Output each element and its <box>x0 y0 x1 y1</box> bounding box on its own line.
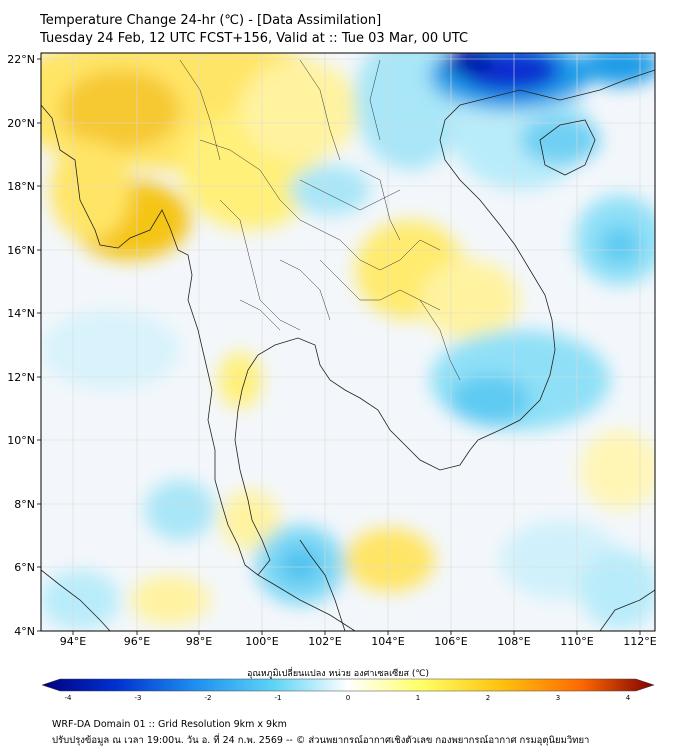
colorbar-tick-label: -2 <box>205 694 212 702</box>
lon-tick-label: 104°E <box>371 635 404 648</box>
lon-tick-label: 106°E <box>434 635 467 648</box>
colorbar-tick-label: 4 <box>626 694 631 702</box>
colorbar-bar <box>41 678 655 692</box>
colorbar-tick-label: 0 <box>346 694 350 702</box>
colorbar: -4 -3 -2 -1 0 1 2 3 4 <box>41 678 655 702</box>
colorbar-tick-label: -4 <box>65 694 73 702</box>
lon-tick-label: 108°E <box>497 635 530 648</box>
colorbar-ticks: -4 -3 -2 -1 0 1 2 3 4 <box>65 694 631 702</box>
lon-tick-label: 100°E <box>245 635 278 648</box>
map-frame <box>40 52 656 632</box>
footer-model-info: WRF-DA Domain 01 :: Grid Resolution 9km … <box>52 719 287 730</box>
lat-tick-label: 6°N <box>14 561 35 574</box>
colorbar-tick-label: -3 <box>135 694 142 702</box>
latitude-axis: 22°N 20°N 18°N 16°N 14°N 12°N 10°N 8°N 6°N 4°N <box>7 53 41 638</box>
map-title: Temperature Change 24-hr (℃) - [Data Ass… <box>40 13 382 28</box>
lon-tick-label: 94°E <box>60 635 86 648</box>
lat-tick-label: 14°N <box>7 307 35 320</box>
footer-update-info: ปรับปรุงข้อมูล ณ เวลา 19:00น. วัน อ. ที่… <box>52 735 590 746</box>
lat-tick-label: 10°N <box>7 434 35 447</box>
lat-tick-label: 12°N <box>7 371 35 384</box>
colorbar-tick-label: -1 <box>275 694 282 702</box>
colorbar-label: อุณหภูมิเปลี่ยนแปลง หน่วย องศาเซลเซียส (… <box>246 669 430 679</box>
lon-tick-label: 102°E <box>308 635 341 648</box>
lat-tick-label: 4°N <box>14 625 35 638</box>
provincial-borders <box>179 59 461 381</box>
lat-tick-label: 20°N <box>7 117 35 130</box>
lon-tick-label: 112°E <box>623 635 656 648</box>
map-subtitle: Tuesday 24 Feb, 12 UTC FCST+156, Valid a… <box>40 31 469 46</box>
graticule <box>41 53 655 631</box>
lat-tick-label: 8°N <box>14 498 35 511</box>
lat-tick-label: 18°N <box>7 180 35 193</box>
lon-tick-label: 96°E <box>124 635 150 648</box>
temperature-field <box>41 53 655 631</box>
colorbar-tick-label: 1 <box>416 694 420 702</box>
colorbar-tick-label: 3 <box>556 694 560 702</box>
coastlines <box>41 69 655 631</box>
lat-tick-label: 22°N <box>7 53 35 66</box>
longitude-axis: 94°E 96°E 98°E 100°E 102°E 104°E 106°E 108°E 110… <box>60 631 657 648</box>
colorbar-tick-label: 2 <box>486 694 490 702</box>
lon-tick-label: 98°E <box>186 635 212 648</box>
lat-tick-label: 16°N <box>7 244 35 257</box>
lon-tick-label: 110°E <box>560 635 593 648</box>
